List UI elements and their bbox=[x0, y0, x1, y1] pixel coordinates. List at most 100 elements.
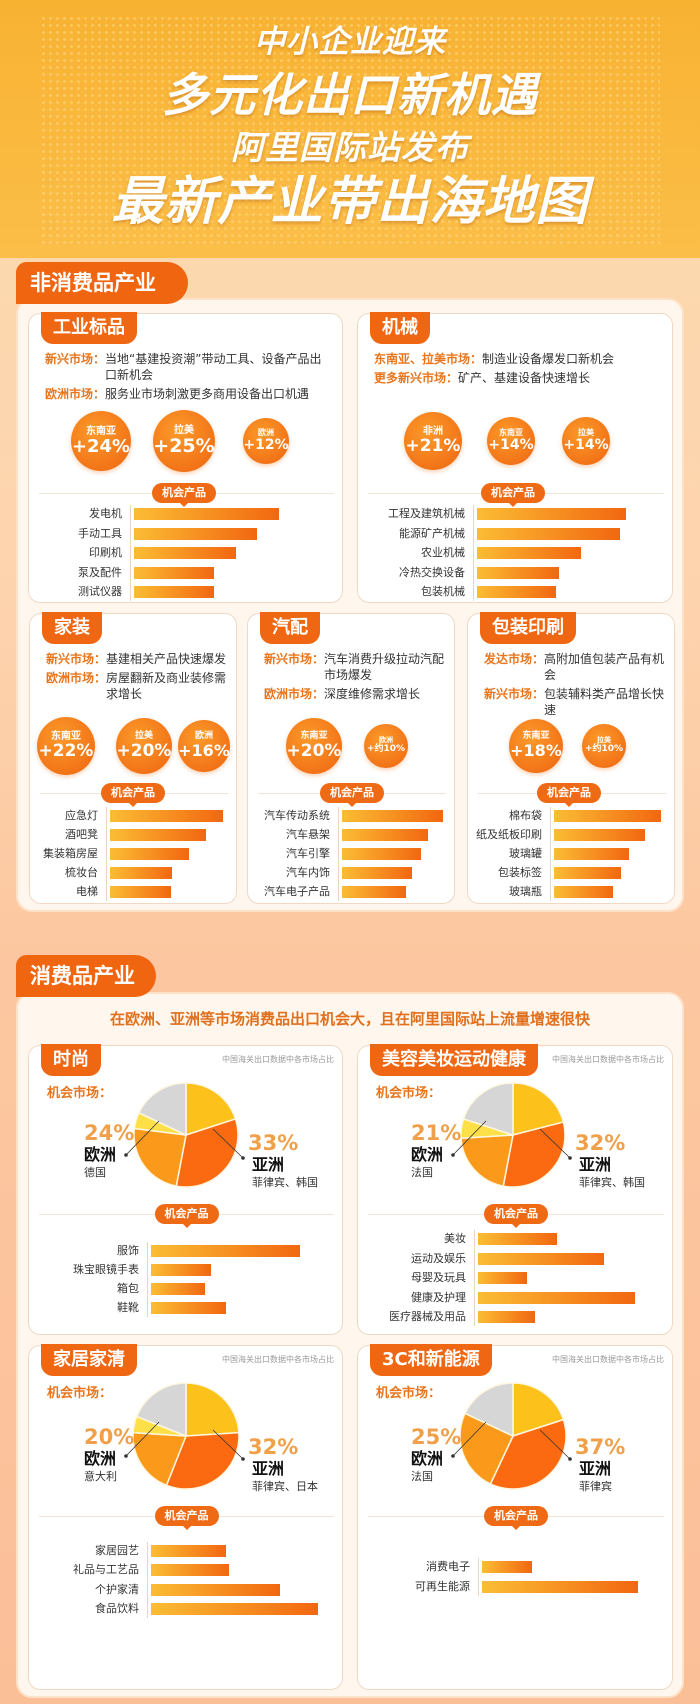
growth-region: 欧洲 bbox=[379, 736, 393, 745]
bar bbox=[477, 508, 626, 520]
products-pill: 机会产品 bbox=[481, 483, 545, 507]
bar bbox=[342, 886, 406, 898]
growth-region: 拉美 bbox=[134, 730, 153, 741]
headline-line-1: 中小企业迎来 bbox=[254, 24, 446, 60]
europe-leader-line bbox=[452, 1120, 487, 1156]
bar-label: 酒吧凳 bbox=[65, 828, 98, 841]
growth-region: 欧洲 bbox=[194, 731, 213, 742]
bar-label: 手动工具 bbox=[78, 526, 122, 540]
consumer-card: 美容美妆运动健康 中国海关出口数据中各市场占比 机会市场： 21% 欧洲 法国 32% 亚洲菲… bbox=[357, 1044, 673, 1335]
bar-label: 医疗器械及用品 bbox=[389, 1310, 466, 1323]
asia-leader-line-dot bbox=[568, 1457, 572, 1461]
asia-region: 亚洲 bbox=[579, 1459, 612, 1478]
asia-leader-line bbox=[212, 1128, 244, 1159]
market-line: 更多新兴市场： 矿产、基建设备快速增长 bbox=[374, 370, 658, 386]
growth-badge: 拉美 +20% bbox=[116, 718, 172, 774]
growth-region: 东南亚 bbox=[51, 731, 81, 743]
bar-label: 汽车引擎 bbox=[286, 847, 330, 860]
bar-axis bbox=[147, 1242, 148, 1317]
bar-label: 鞋靴 bbox=[117, 1301, 139, 1314]
bar bbox=[478, 1311, 535, 1323]
europe-leader-line-dot bbox=[124, 1153, 128, 1157]
bar bbox=[151, 1302, 226, 1314]
europe-leader-line-dot bbox=[451, 1153, 455, 1157]
pie-slice bbox=[135, 1382, 187, 1438]
source-note: 中国海关出口数据中各市场占比 bbox=[222, 1355, 334, 1364]
asia-share: 37% bbox=[575, 1435, 626, 1459]
market-share-pie bbox=[451, 1382, 572, 1490]
market-line: 欧洲市场： 房屋翻新及商业装修需求增长 bbox=[46, 670, 230, 702]
growth-region: 非洲 bbox=[423, 426, 443, 438]
bar-label: 可再生能源 bbox=[415, 1580, 470, 1593]
growth-value: +24% bbox=[71, 435, 131, 457]
bar-label: 玻璃罐 bbox=[509, 847, 542, 860]
market-text: 汽车消费升级拉动汽配市场爆发 bbox=[324, 652, 445, 682]
europe-countries: 法国 bbox=[411, 1166, 433, 1179]
industry-card-title: 机械 bbox=[370, 312, 430, 344]
bar-axis bbox=[474, 1230, 475, 1326]
products-pill: 机会产品 bbox=[484, 1506, 548, 1530]
products-pill: 机会产品 bbox=[537, 783, 601, 807]
products-pill: 机会产品 bbox=[154, 1506, 219, 1530]
asia-countries: 菲律宾、日本 bbox=[252, 1480, 318, 1493]
bar-label: 工程及建筑机械 bbox=[388, 507, 465, 520]
industry-card: 家装 新兴市场： 基建相关产品快速爆发 欧洲市场： 房屋翻新及商业装修需求增长 东南亚 +2… bbox=[29, 612, 237, 904]
bar-label: 发电机 bbox=[89, 507, 122, 520]
bar-label: 礼品与工艺品 bbox=[73, 1563, 139, 1577]
market-label: 欧洲市场： bbox=[46, 671, 107, 685]
asia-share: 32% bbox=[248, 1435, 299, 1459]
bar-axis bbox=[338, 807, 339, 901]
growth-region: 东南亚 bbox=[499, 427, 523, 437]
growth-region: 东南亚 bbox=[86, 425, 116, 437]
consumer-card-title: 3C和新能源 bbox=[370, 1344, 492, 1376]
asia-countries: 菲律宾、韩国 bbox=[579, 1176, 645, 1189]
markets-label: 机会市场： bbox=[376, 1086, 442, 1101]
bar bbox=[554, 848, 629, 860]
pie-slice-europe bbox=[459, 1412, 514, 1485]
industry-card-title: 工业标品 bbox=[41, 312, 137, 344]
bar-label: 食品饮料 bbox=[95, 1601, 139, 1615]
bar-label: 应急灯 bbox=[65, 809, 98, 822]
bar-label: 运动及娱乐 bbox=[411, 1251, 466, 1265]
bar-label: 美妆 bbox=[444, 1232, 466, 1245]
bar bbox=[151, 1264, 211, 1276]
market-notes: 新兴市场： 当地“基建投资潮”带动工具、设备产品出口新机会 欧洲市场： 服务业市场刺激… bbox=[45, 351, 327, 402]
europe-share: 20% bbox=[84, 1425, 135, 1449]
headline-line-3: 阿里国际站发布 bbox=[231, 128, 469, 167]
pie-slice-europe bbox=[460, 1134, 514, 1187]
bar bbox=[482, 1561, 532, 1573]
growth-badge: 拉美 +25% bbox=[153, 410, 215, 472]
growth-region: 东南亚 bbox=[522, 731, 550, 742]
bar bbox=[151, 1283, 205, 1295]
europe-share: 21% bbox=[411, 1121, 462, 1145]
market-line: 欧洲市场： 服务业市场刺激更多商用设备出口机遇 bbox=[45, 386, 327, 402]
pie-slice bbox=[185, 1382, 240, 1437]
bar-label: 包装机械 bbox=[421, 585, 465, 598]
asia-leader-line-dot bbox=[241, 1457, 245, 1461]
markets-label: 机会市场： bbox=[47, 1086, 113, 1101]
bar-axis bbox=[473, 505, 474, 601]
products-pill: 机会产品 bbox=[101, 783, 165, 807]
growth-region: 拉美 bbox=[174, 425, 194, 437]
market-line: 东南亚、拉美市场： 制造业设备爆发口新机会 bbox=[374, 351, 658, 367]
bar bbox=[134, 527, 258, 540]
pie-slice bbox=[137, 1082, 187, 1137]
bar-label: 个护家清 bbox=[95, 1582, 139, 1596]
bar-label: 电梯 bbox=[76, 885, 98, 898]
bar bbox=[477, 547, 582, 559]
growth-region: 东南亚 bbox=[300, 730, 328, 741]
pie-slice bbox=[185, 1082, 237, 1137]
bar bbox=[482, 1581, 638, 1593]
headline-line-2: 多元化出口新机遇 bbox=[162, 68, 538, 122]
market-label: 更多新兴市场： bbox=[374, 371, 459, 385]
bar bbox=[151, 1583, 280, 1596]
bar bbox=[342, 810, 443, 822]
bar bbox=[342, 867, 412, 879]
growth-region: 拉美 bbox=[578, 427, 594, 437]
europe-leader-line-dot bbox=[451, 1454, 455, 1458]
market-notes: 新兴市场： 基建相关产品快速爆发 欧洲市场： 房屋翻新及商业装修需求增长 bbox=[46, 651, 230, 702]
growth-badge: 非洲 +21% bbox=[404, 412, 462, 470]
growth-badge: 东南亚 +14% bbox=[487, 417, 535, 465]
industry-card-title: 汽配 bbox=[260, 612, 320, 644]
europe-share: 25% bbox=[411, 1425, 462, 1449]
